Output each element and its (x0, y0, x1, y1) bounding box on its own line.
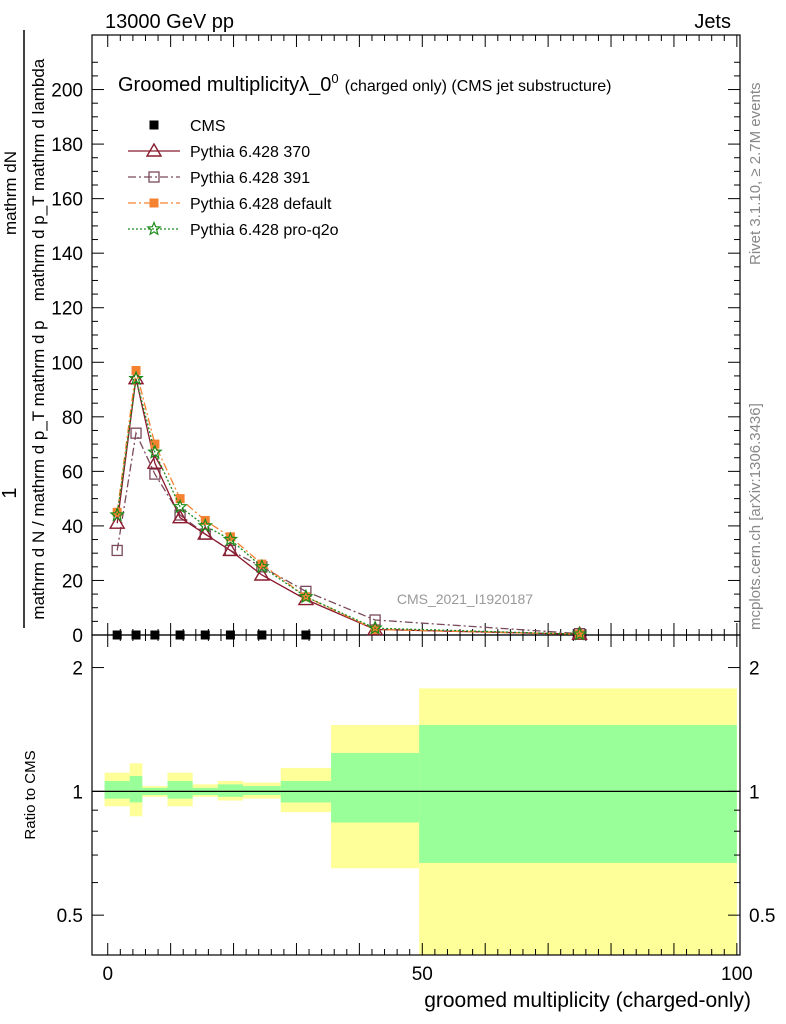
data-point (150, 439, 160, 449)
ratio-inner-band (167, 780, 193, 799)
legend-label: CMS (190, 118, 226, 135)
data-point (109, 506, 125, 522)
legend: CMS Pythia 6.428 370 Pythia 6.428 391 Pythi… (128, 118, 339, 239)
ratio-y-tick-label: 1 (72, 782, 83, 803)
y-tick-label: 100 (51, 353, 83, 374)
legend-marker (146, 220, 162, 236)
data-point (112, 630, 122, 640)
legend-label: Pythia 6.428 370 (190, 144, 310, 161)
legend-label: Pythia 6.428 pro-q2o (190, 222, 339, 239)
ratio-inner-band (242, 786, 281, 795)
x-tick-label: 50 (412, 964, 433, 985)
legend-marker (145, 142, 163, 157)
x-axis-label: groomed multiplicity (charged-only) (424, 989, 751, 1012)
data-point (131, 630, 141, 640)
y-tick-label: 60 (62, 462, 83, 483)
series-pythia-6-428-391 (111, 427, 586, 640)
ratio-y-tick-label: 0.5 (749, 906, 775, 927)
ratio-y-axis-label: Ratio to CMS (22, 750, 39, 839)
legend-marker (148, 171, 160, 183)
y-axis-label-line-2: mathrm d p_T mathrm d lambda (29, 58, 48, 301)
ratio-y-tick-label: 2 (749, 659, 760, 680)
legend-marker (149, 120, 159, 130)
data-point (131, 365, 141, 375)
data-point (130, 427, 142, 439)
ratio-bands (92, 688, 740, 955)
data-point (128, 370, 144, 386)
ratio-y-tick-label: 0.5 (57, 906, 83, 927)
y-axis-label-denominator: mathrm d N / mathrm d p_T mathrm d p (29, 320, 48, 619)
y-tick-label: 200 (51, 81, 83, 102)
data-point (150, 630, 160, 640)
data-point (111, 544, 123, 557)
series-line (116, 370, 580, 635)
ratio-inner-band (104, 780, 130, 799)
data-point (257, 559, 267, 569)
y-tick-label: 160 (51, 190, 83, 211)
data-point (257, 630, 267, 640)
ratio-y-tick-label: 1 (749, 782, 760, 803)
energy-label: 13000 GeV pp (105, 11, 234, 33)
category-label: Jets (694, 11, 731, 33)
data-point (175, 630, 185, 640)
data-point (253, 566, 271, 581)
y-tick-label: 20 (62, 571, 83, 592)
data-point (571, 626, 588, 641)
data-point (112, 507, 122, 517)
analysis-label: CMS_2021_I1920187 (397, 591, 533, 607)
chart-title-suffix: (charged only) (CMS jet substructure) (345, 78, 612, 95)
chart-title-main: Groomed multiplicity (118, 74, 299, 96)
data-point (108, 514, 126, 529)
legend-label: Pythia 6.428 default (190, 196, 332, 213)
data-point (222, 542, 239, 557)
data-point (197, 517, 213, 533)
x-tick-label: 100 (721, 964, 753, 985)
y-axis-label-top: 1 (0, 487, 21, 498)
data-point (222, 531, 239, 547)
data-point (146, 454, 164, 469)
mcplots-label: mcplots.cern.ch [arXiv:1306.3436] (747, 403, 764, 630)
data-point (175, 494, 185, 504)
rivet-label: Rivet 3.1.10, ≥ 2.7M events (747, 83, 764, 266)
ratio-inner-band (331, 752, 420, 823)
data-point (301, 630, 311, 640)
data-point (200, 630, 210, 640)
data-point (298, 588, 314, 604)
x-tick-label: 0 (102, 964, 113, 985)
chart-title-symbol: λ_0 (299, 74, 331, 96)
legend-marker (149, 198, 159, 208)
chart-title-superscript: 0 (331, 71, 338, 86)
ratio-y-tick-label: 2 (72, 659, 83, 680)
data-point (127, 370, 145, 385)
series-pythia-6-428-pro-q2o (109, 370, 588, 641)
data-point (370, 625, 380, 635)
data-point (147, 444, 163, 459)
chart-title: Groomed multiplicityλ_00 (charged only) (… (118, 71, 611, 96)
y-tick-label: 0 (72, 626, 83, 647)
y-tick-label: 80 (62, 408, 83, 429)
data-point (254, 558, 270, 574)
series-line (116, 378, 580, 635)
ratio-inner-band (129, 775, 143, 803)
y-tick-label: 180 (51, 135, 83, 156)
ratio-plot-frame (91, 634, 741, 956)
data-point (172, 498, 188, 514)
data-point (225, 630, 235, 640)
data-point (171, 509, 189, 524)
y-tick-label: 140 (51, 244, 83, 265)
data-point (197, 525, 214, 540)
y-tick-label: 40 (62, 517, 83, 538)
series-layer: CMS Pythia 6.428 370 Pythia 6.428 391 Pythi… (108, 118, 588, 641)
data-point (367, 620, 383, 635)
data-point (369, 614, 381, 626)
ratio-inner-band (217, 784, 243, 797)
data-point (225, 532, 235, 542)
y-tick-label: 120 (51, 299, 83, 320)
series-cms (112, 630, 311, 640)
y-axis-label-line-1: mathrm dN (1, 151, 20, 235)
ratio-inner-band (419, 724, 737, 863)
legend-label: Pythia 6.428 391 (190, 170, 310, 187)
